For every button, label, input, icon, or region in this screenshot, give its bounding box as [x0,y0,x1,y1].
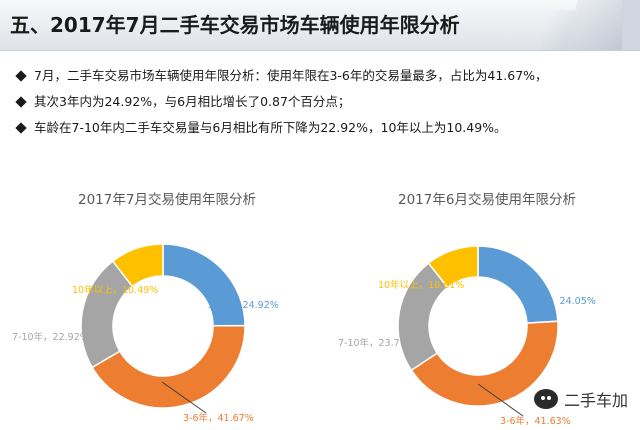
bullet-list: 7月，二手车交易市场车辆使用年限分析：使用年限在3-6年的交易量最多，占比为41… [15,66,548,144]
watermark-text: 二手车加 [563,391,628,410]
data-label: 7-10年，23.71% [338,337,415,349]
data-label: 3-6年，41.63% [500,415,571,427]
slice-within-3-years [162,243,246,327]
bullet-text: 其次3年内为24.92%，与6月相比增长了0.87个百分点； [34,94,351,109]
header-decoration [622,0,640,50]
watermark: 二手车加 [533,386,628,412]
data-label: 3年内，24.05% [525,295,596,307]
slice-over-10-years [111,243,164,288]
slide-header: 五、2017年7月二手车交易市场车辆使用年限分析 [0,0,640,51]
data-label: 3年内，24.92% [208,299,279,311]
chart-title-july: 2017年7月交易使用年限分析 [78,192,256,208]
chart-title-june: 2017年6月交易使用年限分析 [398,192,576,208]
slice-3-6-years [410,320,559,407]
bullet-text: 车龄在7-10年内二手车交易量与6月相比有所下降为22.92%，10年以上为10… [34,120,507,135]
label-leader-line [477,383,524,417]
page-title: 五、2017年7月二手车交易市场车辆使用年限分析 [10,13,460,37]
bullet-item: 其次3年内为24.92%，与6月相比增长了0.87个百分点； [15,92,548,118]
wechat-icon [533,389,558,409]
data-label: 3-6年，41.67% [183,412,254,424]
label-leader-line [161,381,207,414]
bullet-text: 7月，二手车交易市场车辆使用年限分析：使用年限在3-6年的交易量最多，占比为41… [34,68,548,83]
slice-3-6-years [91,324,246,409]
bullet-item: 车龄在7-10年内二手车交易量与6月相比有所下降为22.92%，10年以上为10… [15,118,548,144]
bullet-item: 7月，二手车交易市场车辆使用年限分析：使用年限在3-6年的交易量最多，占比为41… [15,66,548,92]
data-label: 10年以上，10.61% [378,279,464,291]
slice-over-10-years [427,245,479,289]
slice-within-3-years [477,245,559,324]
data-label: 10年以上，10.49% [72,284,158,296]
data-label: 7-10年，22.92% [12,331,89,343]
